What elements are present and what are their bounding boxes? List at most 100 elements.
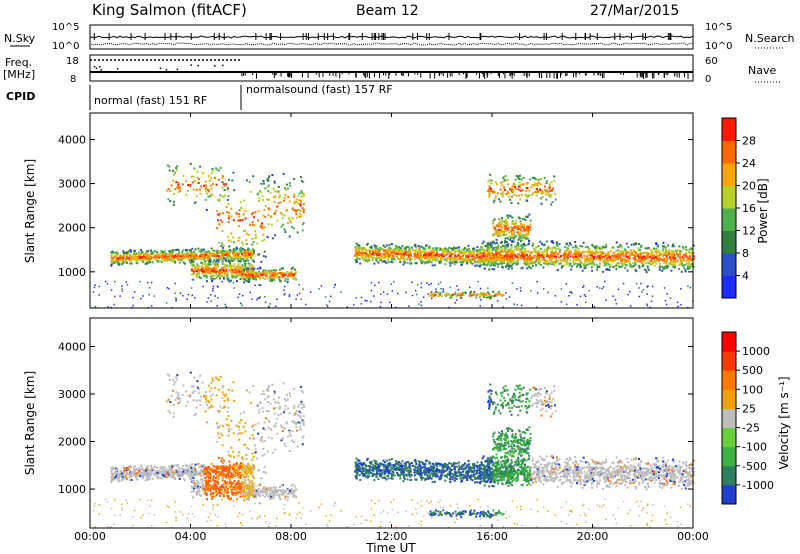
power-cell [240, 266, 243, 268]
power-cell [448, 293, 451, 296]
power-cell [230, 271, 233, 274]
power-cell [120, 261, 123, 264]
power-cell [502, 306, 504, 308]
power-cell [262, 180, 265, 183]
power-cell [226, 186, 229, 189]
power-cell [568, 295, 570, 297]
power-cell [506, 228, 509, 231]
power-cell [299, 209, 302, 212]
power-cell [122, 257, 125, 260]
power-cell [136, 259, 139, 262]
power-cell [539, 183, 542, 186]
power-cell [399, 247, 402, 250]
power-cell [510, 231, 513, 234]
power-cell [457, 252, 460, 255]
power-cell [597, 258, 600, 260]
power-cell [112, 251, 115, 254]
power-cell [302, 193, 305, 195]
power-cell [664, 248, 667, 251]
power-cell [148, 286, 151, 289]
power-cell [594, 250, 597, 253]
power-cell [432, 294, 435, 297]
power-cell [476, 264, 479, 267]
power-cell [518, 228, 521, 231]
power-cell [154, 250, 157, 253]
power-cell [480, 299, 482, 301]
power-cell [447, 250, 450, 253]
power-cell [503, 179, 506, 182]
power-cell [203, 248, 205, 251]
power-cell [415, 262, 418, 265]
power-cell [270, 269, 273, 272]
power-cell [482, 252, 485, 255]
power-cell [392, 250, 395, 253]
power-cell [443, 258, 446, 261]
power-cell [590, 257, 593, 260]
power-cell [170, 251, 173, 254]
power-cell [583, 254, 586, 257]
power-cell [515, 188, 518, 191]
velocity-cell [130, 479, 133, 481]
power-cell [254, 275, 256, 278]
power-cell [232, 265, 235, 268]
power-cell [241, 247, 244, 250]
power-cell [523, 227, 525, 230]
colorbar-tick-label: 8 [742, 247, 749, 260]
power-cell [687, 258, 690, 261]
power-cell [409, 257, 412, 260]
power-cell [630, 252, 633, 255]
power-cell [684, 268, 687, 271]
power-cell [495, 241, 498, 244]
power-cell [238, 209, 241, 212]
power-cell [476, 293, 479, 296]
power-cell [150, 249, 152, 252]
power-cell [666, 250, 669, 253]
power-cell [587, 262, 590, 265]
power-cell [514, 255, 517, 258]
power-cell [147, 253, 150, 256]
power-cell [222, 270, 225, 273]
colorbar-swatch [722, 253, 736, 276]
power-cell [673, 258, 676, 261]
power-cell [388, 246, 391, 249]
power-cell [240, 269, 242, 272]
power-cell [662, 259, 665, 262]
power-cell [431, 258, 434, 261]
power-cell [576, 252, 579, 255]
power-cell [443, 253, 446, 256]
power-cell [295, 298, 297, 300]
power-cell [269, 303, 271, 305]
power-cell [403, 247, 406, 250]
power-cell [261, 273, 264, 276]
power-cell [370, 289, 373, 292]
power-cell [196, 263, 199, 266]
power-cell [214, 167, 217, 170]
power-cell [529, 223, 532, 226]
power-cell [578, 262, 581, 265]
power-cell [507, 216, 510, 219]
power-cell [368, 258, 371, 261]
power-cell [538, 250, 541, 253]
power-cell [662, 245, 664, 248]
power-cell [499, 221, 502, 224]
power-cell [483, 258, 486, 261]
power-cell [591, 269, 594, 272]
power-cell [564, 259, 567, 262]
power-cell [607, 257, 610, 260]
power-cell [200, 253, 203, 256]
power-cell [389, 256, 392, 259]
power-cell [641, 265, 644, 268]
power-cell [655, 252, 658, 255]
power-cell [586, 258, 589, 261]
power-cell [495, 233, 497, 236]
power-cell [670, 269, 673, 272]
power-cell [651, 255, 654, 258]
power-cell [267, 270, 269, 273]
power-cell [261, 222, 264, 225]
power-cell [469, 286, 471, 289]
power-cell [493, 249, 496, 251]
power-cell [444, 293, 447, 296]
power-cell [649, 256, 651, 259]
power-cell [239, 248, 241, 250]
power-cell [193, 297, 196, 299]
